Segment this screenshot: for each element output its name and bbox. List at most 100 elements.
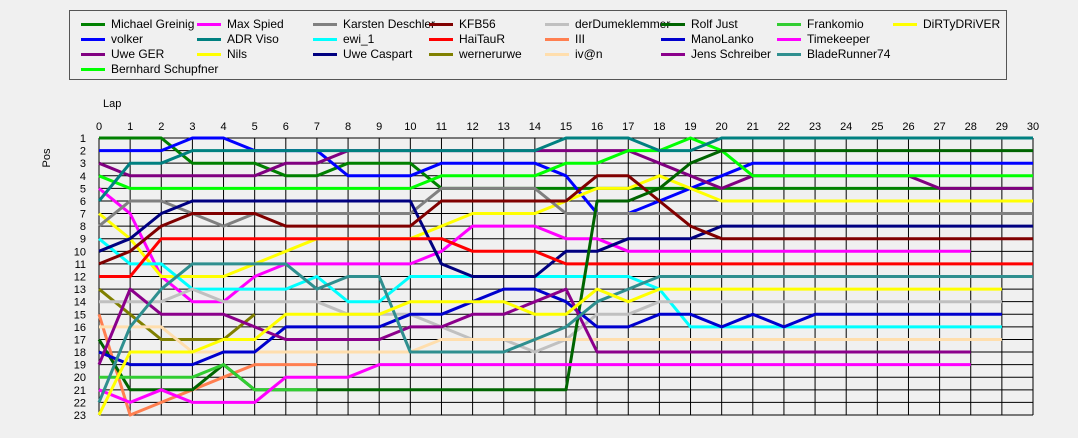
x-tick-labels: 0 1 2 3 4 5 6 7 8 9 10 11 12 13 14 15 16 17 18 19 20 21 22 23 24…	[96, 121, 1039, 133]
x-tick-label: 8	[345, 121, 351, 133]
legend-swatch	[545, 38, 569, 41]
legend-swatch	[313, 53, 337, 56]
x-axis-label: Lap	[103, 98, 121, 110]
series-line-21	[97, 262, 1033, 403]
legend-label: Karsten Deschler	[343, 17, 436, 31]
y-tick-label: 5	[80, 183, 86, 195]
x-tick-label: 3	[189, 121, 195, 133]
legend-swatch	[197, 53, 221, 56]
legend-label: BladeRunner74	[807, 47, 891, 61]
legend-swatch	[429, 53, 453, 56]
legend-swatch	[429, 38, 453, 41]
y-tick-label: 11	[75, 259, 86, 271]
y-tick-label: 12	[74, 272, 86, 284]
x-tick-label: 10	[404, 121, 416, 133]
legend-label: Frankomio	[807, 17, 864, 31]
x-tick-label: 20	[716, 121, 728, 133]
legend-label: III	[575, 32, 586, 46]
series-lines	[97, 136, 1033, 417]
legend-label: Michael Greinig	[111, 17, 195, 31]
x-tick-label: 24	[840, 121, 852, 133]
legend-label: HaiTauR	[459, 32, 506, 46]
legend-label: Rolf Just	[691, 17, 738, 31]
legend-label: Nils	[227, 47, 247, 61]
legend-swatch	[893, 23, 917, 26]
x-tick-label: 19	[684, 121, 696, 133]
legend-swatch	[545, 53, 569, 56]
series-line-0	[99, 136, 1033, 190]
legend: Michael Greinig Max Spied Karsten Deschler…	[69, 10, 1007, 80]
legend-swatch	[197, 38, 221, 41]
series-line-22	[97, 287, 1002, 416]
legend-label: Timekeeper	[807, 32, 870, 46]
x-tick-label: 14	[529, 121, 541, 133]
x-tick-label: 23	[809, 121, 821, 133]
series-line-18	[97, 287, 971, 366]
x-tick-label: 16	[591, 121, 603, 133]
series-line-19	[99, 363, 317, 392]
y-tick-label: 15	[74, 309, 86, 321]
series-line-13	[99, 287, 1002, 354]
y-tick-label: 20	[74, 372, 86, 384]
x-tick-label: 25	[871, 121, 883, 133]
x-tick-label: 28	[965, 121, 977, 133]
legend-swatch	[661, 53, 685, 56]
legend-swatch	[777, 23, 801, 26]
x-tick-label: 0	[96, 121, 102, 133]
x-tick-label: 30	[1027, 121, 1039, 133]
legend-label: derDumeklemmer	[575, 17, 671, 31]
legend-label: ewi_1	[343, 32, 375, 46]
legend-swatch	[81, 68, 105, 71]
legend-swatch	[81, 38, 105, 41]
legend-label: iv@n	[575, 47, 603, 61]
series-line-4	[98, 187, 971, 304]
y-tick-label: 17	[74, 334, 86, 346]
legend-swatch	[197, 23, 221, 26]
y-tick-label: 14	[74, 297, 86, 309]
x-tick-label: 4	[220, 121, 226, 133]
x-tick-label: 22	[778, 121, 790, 133]
x-tick-label: 17	[622, 121, 634, 133]
series-line-10	[98, 174, 1033, 266]
legend-swatch	[661, 23, 685, 26]
x-tick-label: 9	[376, 121, 382, 133]
series-line-14	[97, 313, 317, 417]
y-tick-label: 21	[74, 385, 86, 397]
x-tick-label: 2	[158, 121, 164, 133]
legend-swatch	[545, 23, 569, 26]
x-tick-label: 7	[314, 121, 320, 133]
y-tick-label: 1	[80, 133, 86, 145]
series-line-5	[97, 136, 1033, 202]
x-tick-label: 6	[283, 121, 289, 133]
y-tick-label: 13	[74, 284, 86, 296]
legend-label: Uwe GER	[111, 47, 165, 61]
y-tick-label: 7	[80, 209, 86, 221]
y-tick-label: 3	[80, 158, 86, 170]
x-tick-label: 13	[498, 121, 510, 133]
legend-swatch	[313, 38, 337, 41]
x-tick-label: 12	[466, 121, 478, 133]
x-tick-label: 18	[653, 121, 665, 133]
legend-swatch	[777, 38, 801, 41]
legend-label: Uwe Caspart	[343, 47, 413, 61]
y-tick-label: 2	[80, 146, 86, 158]
series-line-11	[99, 237, 1033, 278]
x-tick-label: 27	[933, 121, 945, 133]
legend-swatch	[313, 23, 337, 26]
x-tick-label: 29	[996, 121, 1008, 133]
legend-label: Max Spied	[227, 17, 284, 31]
legend-swatch	[81, 53, 105, 56]
x-tick-label: 15	[560, 121, 572, 133]
legend-label: KFB56	[459, 17, 496, 31]
y-tick-label: 23	[74, 410, 86, 422]
y-tick-label: 9	[80, 234, 86, 246]
y-tick-label: 22	[74, 397, 86, 409]
y-tick-label: 8	[80, 221, 86, 233]
y-tick-label: 10	[74, 246, 86, 258]
series-line-9	[98, 199, 1033, 278]
x-tick-label: 5	[252, 121, 258, 133]
legend-swatch	[777, 53, 801, 56]
x-tick-label: 1	[127, 121, 133, 133]
